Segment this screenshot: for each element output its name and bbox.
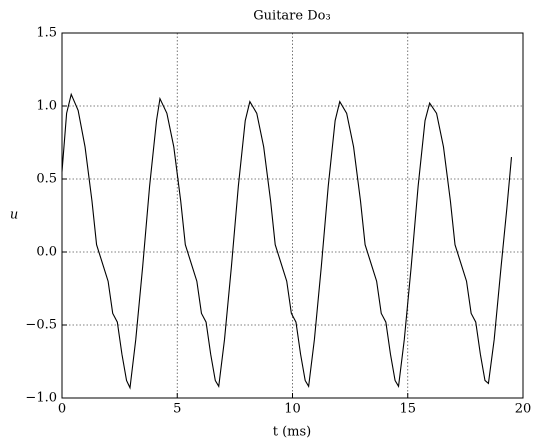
data-line [61, 92, 513, 390]
y-tick-label: 1.0 [36, 99, 57, 114]
y-tick-label: 1.5 [36, 26, 57, 41]
x-tick-label: 15 [399, 402, 416, 417]
y-tick-label: 0.0 [36, 245, 57, 260]
x-axis-label: t (ms) [273, 425, 312, 440]
chart-title: Guitare Do₃ [253, 9, 330, 24]
plot-frame [61, 32, 524, 399]
x-tick-label: 10 [284, 402, 301, 417]
y-tick-label: −0.5 [25, 318, 57, 333]
x-tick-label: 20 [515, 402, 532, 417]
x-tick-label: 5 [173, 402, 181, 417]
y-tick-label: 0.5 [36, 172, 57, 187]
x-tick-label: 0 [58, 402, 66, 417]
y-tick-label: −1.0 [25, 391, 57, 406]
y-axis-label: u [10, 208, 18, 223]
